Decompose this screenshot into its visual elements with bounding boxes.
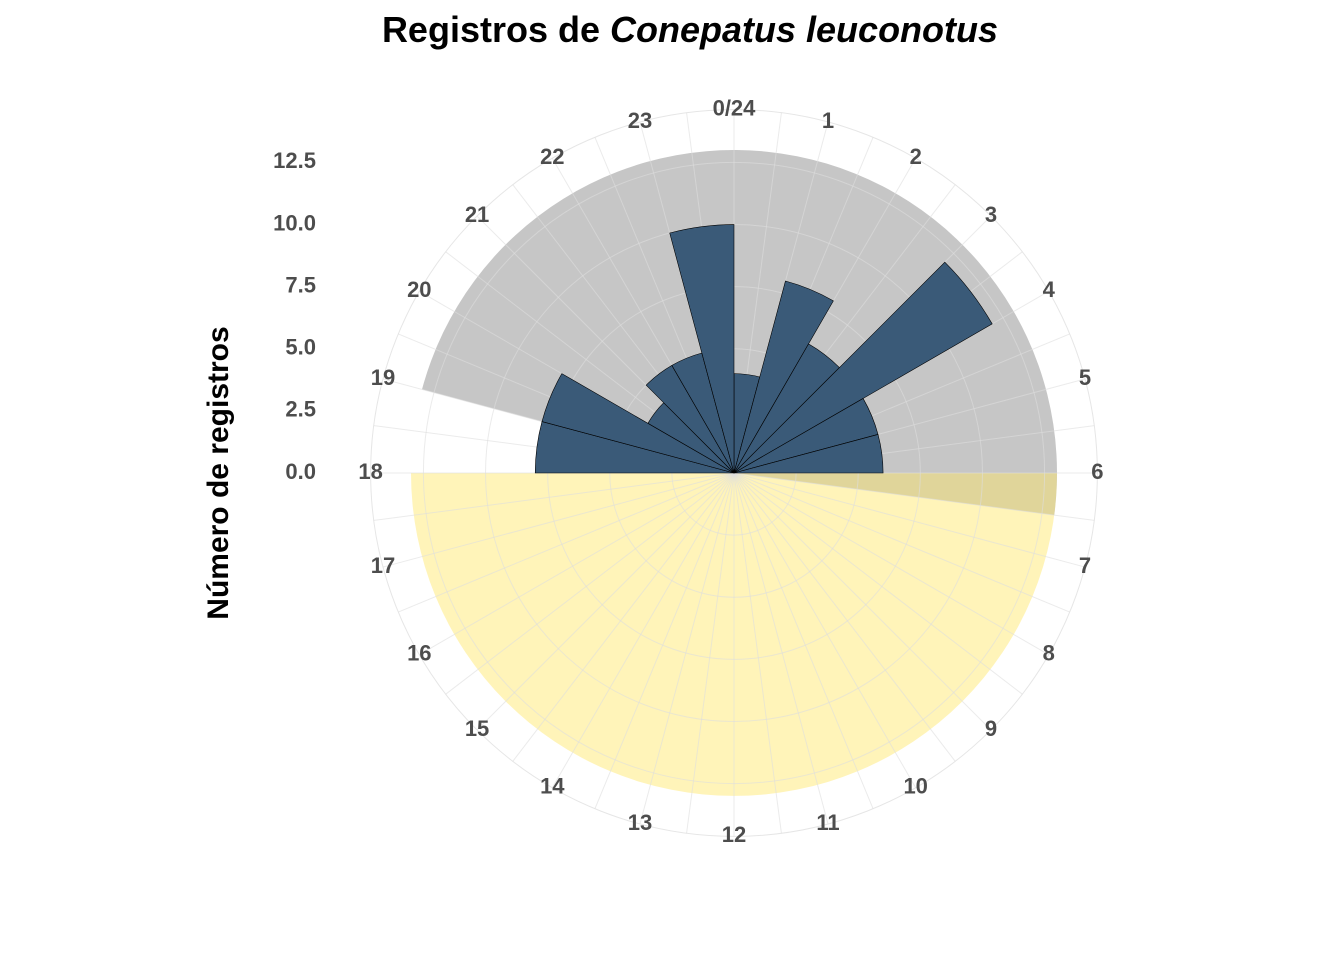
grid-spoke <box>733 472 917 788</box>
grid-spoke <box>686 472 735 834</box>
grid-spoke <box>733 472 992 731</box>
hour-label: 18 <box>358 459 382 484</box>
hour-label: 14 <box>540 774 565 799</box>
hour-label: 23 <box>628 108 652 133</box>
grid-spoke <box>419 472 735 656</box>
hour-label: 1 <box>822 108 834 133</box>
grid-spoke <box>733 472 782 834</box>
y-tick-label: 7.5 <box>285 272 316 297</box>
hour-label: 17 <box>371 553 395 578</box>
grid-spoke <box>594 472 735 809</box>
grid-spoke <box>551 472 735 788</box>
hour-label: 11 <box>816 810 839 835</box>
grid-spoke <box>512 472 735 762</box>
grid-spoke <box>382 472 735 568</box>
grid-spoke <box>733 472 1095 521</box>
hour-label: 15 <box>465 716 489 741</box>
bar <box>733 261 993 474</box>
hour-label: 8 <box>1043 641 1055 666</box>
hour-label: 2 <box>910 144 922 169</box>
y-axis-title: Número de registros <box>202 326 235 619</box>
grid-spoke <box>733 472 1049 656</box>
grid-spoke <box>398 472 735 613</box>
grid-spoke <box>373 472 735 521</box>
y-tick-label: 5.0 <box>285 335 316 360</box>
title-text: Registros de <box>382 9 600 50</box>
y-tick-label: 0.0 <box>285 459 316 484</box>
bar <box>669 224 735 474</box>
hour-label: 22 <box>540 144 564 169</box>
grid-spoke <box>733 472 874 809</box>
hour-label: 4 <box>1043 277 1056 302</box>
bar <box>733 434 884 474</box>
grid-spoke <box>733 472 1023 695</box>
hour-label: 13 <box>628 810 652 835</box>
y-tick-label: 10.0 <box>273 210 316 235</box>
title-italic: Conepatus leuconotus <box>610 9 998 50</box>
grid-spoke <box>639 472 735 825</box>
grid-spoke <box>733 472 1086 568</box>
hour-label: 6 <box>1091 459 1103 484</box>
grid-spoke <box>733 472 1070 613</box>
grid-spoke <box>476 472 735 731</box>
grid-spoke <box>733 472 956 762</box>
hour-label: 0/24 <box>713 95 757 120</box>
hour-label: 19 <box>371 365 395 390</box>
grid-spoke <box>733 472 829 825</box>
hour-label: 9 <box>985 716 997 741</box>
hour-label: 21 <box>465 202 489 227</box>
hour-label: 7 <box>1079 553 1091 578</box>
grid-spoke <box>445 472 735 695</box>
y-tick-label: 12.5 <box>273 148 316 173</box>
chart-title: Registros de Conepatus leuconotus <box>382 9 998 50</box>
hour-label: 10 <box>903 774 927 799</box>
hour-label: 16 <box>407 641 431 666</box>
bar <box>733 280 834 474</box>
hour-label: 3 <box>985 202 997 227</box>
hour-label: 12 <box>722 822 746 847</box>
hour-label: 5 <box>1079 365 1091 390</box>
hour-label: 20 <box>407 277 431 302</box>
bar <box>541 373 735 474</box>
y-tick-label: 2.5 <box>285 397 316 422</box>
